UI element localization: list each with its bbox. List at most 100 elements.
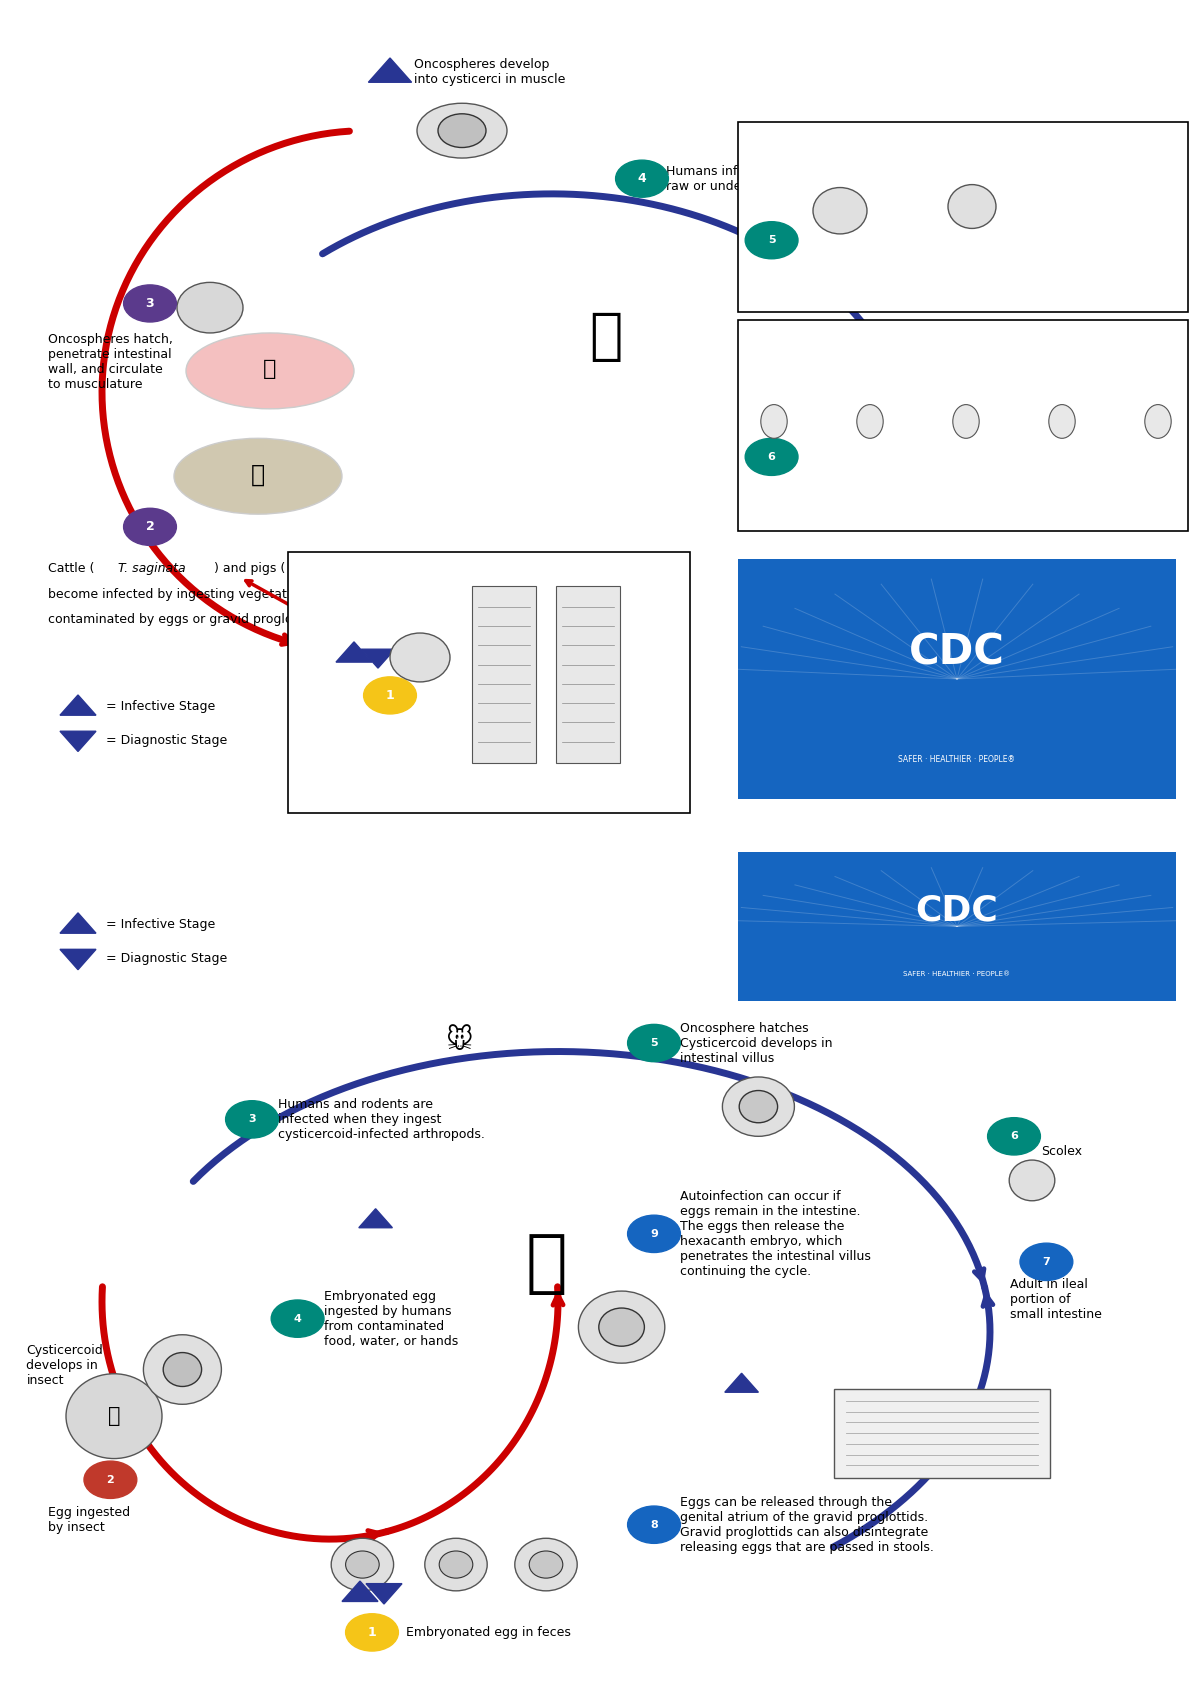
Text: ) and pigs (: ) and pigs ( [214, 563, 284, 575]
Text: Embryonated egg in feces: Embryonated egg in feces [406, 1626, 570, 1638]
Circle shape [124, 285, 176, 322]
Ellipse shape [1049, 405, 1075, 438]
Text: SAFER · HEALTHIER · PEOPLE®: SAFER · HEALTHIER · PEOPLE® [899, 755, 1015, 763]
FancyBboxPatch shape [738, 122, 1188, 312]
Ellipse shape [953, 405, 979, 438]
Text: Humans infected by ingesting
raw or undercooked infected meat: Humans infected by ingesting raw or unde… [666, 165, 883, 193]
Polygon shape [366, 1584, 402, 1604]
Polygon shape [60, 695, 96, 716]
Text: Autoinfection can occur if
eggs remain in the intestine.
The eggs then release t: Autoinfection can occur if eggs remain i… [680, 1191, 871, 1277]
Ellipse shape [438, 114, 486, 148]
Text: CDC: CDC [910, 631, 1004, 673]
Ellipse shape [578, 1291, 665, 1364]
Text: 4: 4 [637, 173, 647, 185]
Text: become infected by ingesting vegetation: become infected by ingesting vegetation [48, 589, 306, 600]
FancyBboxPatch shape [738, 853, 1176, 1001]
Ellipse shape [331, 1538, 394, 1591]
Ellipse shape [814, 188, 866, 234]
Ellipse shape [144, 1335, 222, 1404]
FancyBboxPatch shape [834, 1389, 1050, 1477]
Text: 🐭: 🐭 [446, 1028, 473, 1055]
Text: = Diagnostic Stage: = Diagnostic Stage [106, 951, 227, 965]
Circle shape [346, 1615, 398, 1652]
FancyBboxPatch shape [738, 321, 1188, 531]
Text: Humans and rodents are
infected when they ingest
cysticercoid-infected arthropod: Humans and rodents are infected when the… [278, 1097, 485, 1141]
Text: T. solium: T. solium [318, 563, 373, 575]
Text: contaminated by eggs or gravid proglottids: contaminated by eggs or gravid proglotti… [48, 612, 320, 626]
Text: 6: 6 [1010, 1131, 1018, 1141]
Text: 1: 1 [367, 1626, 377, 1638]
Ellipse shape [1145, 405, 1171, 438]
FancyBboxPatch shape [738, 560, 1176, 799]
Ellipse shape [418, 103, 508, 158]
Circle shape [628, 1506, 680, 1543]
Text: Oncospheres develop
into cysticerci in muscle: Oncospheres develop into cysticerci in m… [414, 58, 565, 85]
Text: Egg ingested
by insect: Egg ingested by insect [48, 1506, 130, 1533]
Circle shape [988, 1118, 1040, 1155]
Text: 2: 2 [145, 521, 155, 533]
Circle shape [124, 509, 176, 546]
Circle shape [628, 1024, 680, 1062]
Ellipse shape [722, 1077, 794, 1136]
Circle shape [616, 159, 668, 197]
Ellipse shape [739, 1091, 778, 1123]
Ellipse shape [599, 1308, 644, 1347]
Text: Cysticercoid
develops in
insect: Cysticercoid develops in insect [26, 1343, 103, 1387]
Ellipse shape [66, 1374, 162, 1459]
Ellipse shape [163, 1353, 202, 1387]
Polygon shape [359, 1209, 392, 1228]
Circle shape [84, 1460, 137, 1499]
Circle shape [271, 1299, 324, 1336]
Text: ): ) [394, 563, 398, 575]
Text: T. saginata: T. saginata [420, 555, 484, 566]
Text: Eggs can be released through the
genital atrium of the gravid proglottids.
Gravi: Eggs can be released through the genital… [680, 1496, 935, 1554]
Text: 🐷: 🐷 [263, 360, 277, 380]
Text: Embryonated egg
ingested by humans
from contaminated
food, water, or hands: Embryonated egg ingested by humans from … [324, 1289, 458, 1348]
Text: Eggs or gravid proglottids in feces: Eggs or gravid proglottids in feces [336, 762, 539, 775]
Polygon shape [60, 912, 96, 933]
Text: Scolex: Scolex [1042, 1145, 1082, 1158]
Text: = Infective Stage: = Infective Stage [106, 918, 215, 931]
Ellipse shape [174, 438, 342, 514]
FancyBboxPatch shape [288, 553, 690, 814]
Ellipse shape [515, 1538, 577, 1591]
Text: 5: 5 [768, 236, 775, 246]
Text: T. solium: T. solium [972, 129, 1024, 141]
Text: 5: 5 [650, 1038, 658, 1048]
Polygon shape [725, 1374, 758, 1392]
Polygon shape [60, 731, 96, 751]
Text: 🪲: 🪲 [108, 1406, 120, 1426]
Ellipse shape [529, 1550, 563, 1577]
Text: = Infective Stage: = Infective Stage [106, 700, 215, 712]
Circle shape [628, 1214, 680, 1252]
Polygon shape [60, 950, 96, 970]
Text: 1: 1 [385, 689, 395, 702]
Text: = Diagnostic Stage: = Diagnostic Stage [106, 734, 227, 746]
Ellipse shape [439, 1550, 473, 1577]
Text: 2: 2 [107, 1476, 114, 1484]
Text: 3: 3 [248, 1114, 256, 1124]
Circle shape [226, 1101, 278, 1138]
Text: 4: 4 [294, 1314, 301, 1323]
Ellipse shape [761, 405, 787, 438]
Polygon shape [342, 1581, 378, 1601]
Text: 7: 7 [1043, 1257, 1050, 1267]
Ellipse shape [346, 1550, 379, 1577]
Polygon shape [368, 58, 412, 83]
Ellipse shape [948, 185, 996, 229]
Ellipse shape [178, 282, 242, 332]
Circle shape [1020, 1243, 1073, 1280]
Text: 🧍: 🧍 [589, 310, 623, 365]
Text: Cattle (: Cattle ( [48, 563, 95, 575]
Ellipse shape [390, 633, 450, 682]
Circle shape [364, 677, 416, 714]
Text: 8: 8 [650, 1520, 658, 1530]
Text: T. solium: T. solium [546, 555, 598, 566]
Text: T. saginata: T. saginata [834, 129, 898, 141]
Text: 🐄: 🐄 [251, 463, 265, 487]
Ellipse shape [1009, 1160, 1055, 1201]
Polygon shape [336, 641, 372, 661]
Ellipse shape [857, 405, 883, 438]
Text: Scolex attaches to intestine: Scolex attaches to intestine [796, 234, 960, 246]
Text: Oncosphere hatches
Cysticercoid develops in
intestinal villus: Oncosphere hatches Cysticercoid develops… [680, 1021, 833, 1065]
